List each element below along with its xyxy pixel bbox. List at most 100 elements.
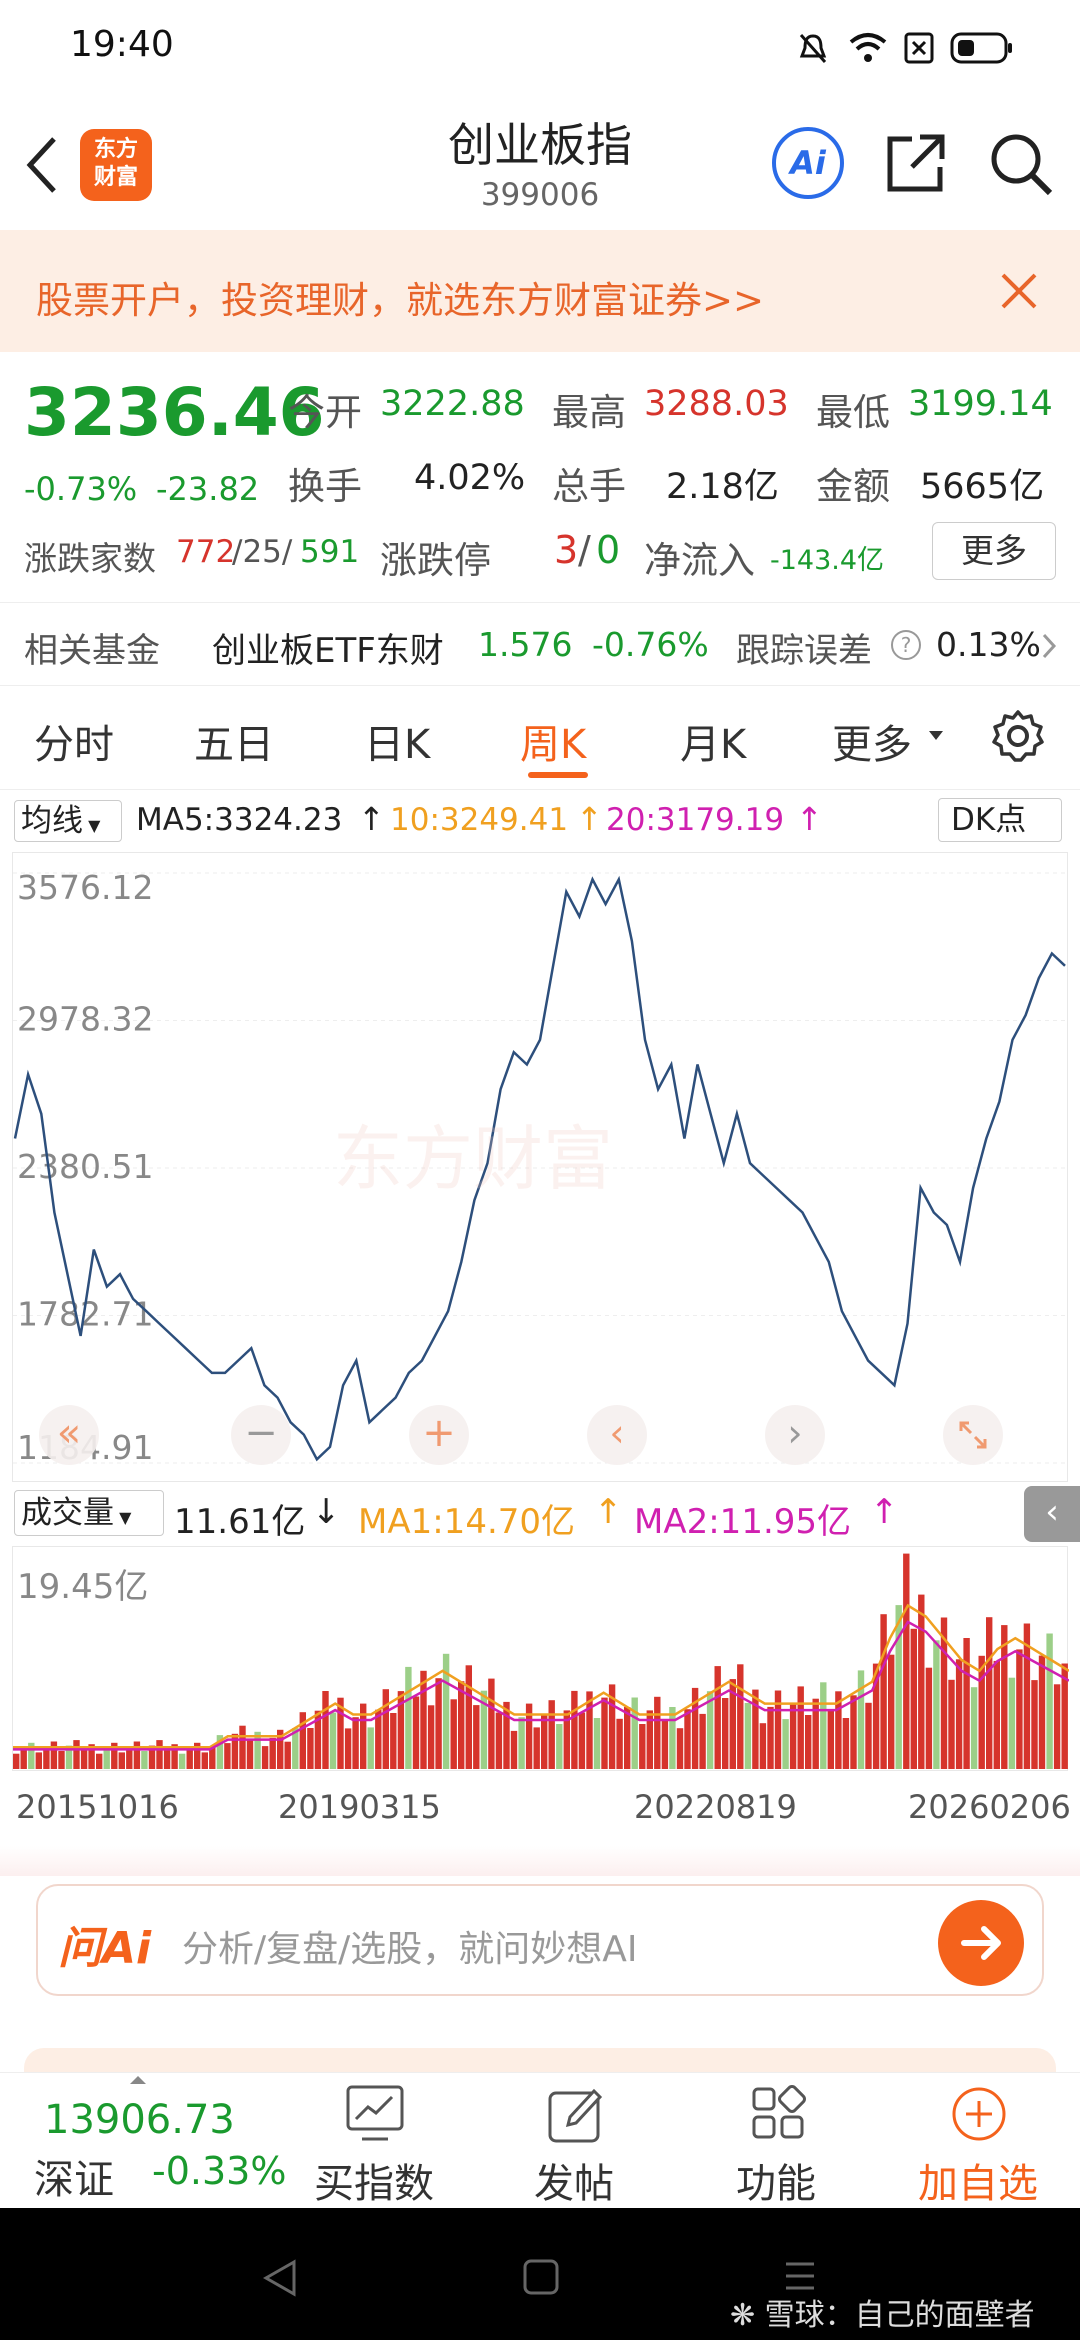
sz-index-value: 13906.73 xyxy=(44,2097,235,2143)
volume-bar xyxy=(910,1628,917,1769)
limit-label: 涨跌停 xyxy=(380,539,491,582)
index-ticker[interactable]: 13906.73 深证 -0.33% xyxy=(0,2073,300,2209)
related-fund-row[interactable]: 相关基金 创业板ETF东财 1.576 -0.76% 跟踪误差 ? 0.13% xyxy=(0,602,1080,686)
send-button[interactable] xyxy=(938,1900,1024,1986)
more-button[interactable]: 更多 xyxy=(932,522,1056,580)
turnover-label: 换手 xyxy=(288,465,362,508)
close-icon[interactable] xyxy=(1000,272,1038,310)
volume-bar xyxy=(903,1553,910,1769)
volume-bar xyxy=(73,1740,80,1769)
tab-more[interactable]: 更多 xyxy=(832,722,912,768)
volume-bar xyxy=(405,1666,412,1769)
search-icon[interactable] xyxy=(988,131,1054,197)
ma20-value: 20:3179.19 xyxy=(606,802,785,838)
volume-bar xyxy=(163,1749,171,1769)
fullscreen-button[interactable] xyxy=(943,1405,1003,1465)
volume-bar xyxy=(118,1752,125,1769)
volume-bar xyxy=(209,1746,216,1769)
tab-intraday[interactable]: 分时 xyxy=(34,722,114,768)
volume-bar xyxy=(133,1741,141,1769)
ma-selector[interactable]: 均线 ▼ xyxy=(14,800,122,842)
volume-bar xyxy=(918,1594,925,1769)
volume-chart[interactable]: 19.45亿 xyxy=(12,1546,1069,1771)
scroll-right-button[interactable]: › xyxy=(765,1405,825,1465)
ai-button[interactable]: Ai xyxy=(772,127,844,199)
volume-bar xyxy=(480,1690,488,1769)
tab-monthly-k[interactable]: 月K xyxy=(680,722,747,768)
volume-selector[interactable]: 成交量 ▼ xyxy=(14,1490,164,1536)
volume-chart-svg xyxy=(13,1553,1069,1769)
volume-bar xyxy=(691,1687,699,1769)
volume-bar xyxy=(616,1718,623,1769)
high-label: 最高 xyxy=(552,391,626,434)
zoom-in-button[interactable]: + xyxy=(409,1405,469,1465)
sz-index-change: -0.33% xyxy=(152,2149,287,2193)
tab-five-day[interactable]: 五日 xyxy=(194,722,274,768)
turnover-value: 4.02% xyxy=(414,458,526,498)
volume-bar xyxy=(865,1702,872,1769)
x-tick-label: 20260206 xyxy=(908,1788,1071,1826)
ma-legend-bar: 均线 ▼ MA5:3324.23 ↑ 10:3249.41 ↑ 20:3179.… xyxy=(0,792,1080,848)
grid-icon xyxy=(752,2085,806,2139)
arrow-right-icon xyxy=(961,1926,1001,1960)
nav-label: 买指数 xyxy=(314,2161,434,2207)
volume-bar xyxy=(307,1728,314,1769)
back-triangle-icon[interactable] xyxy=(262,2258,298,2298)
promo-banner[interactable]: 股票开户，投资理财，就选东方财富证券>> xyxy=(0,230,1080,352)
volume-bar xyxy=(571,1690,578,1769)
nav-post[interactable]: 发帖 xyxy=(500,2073,650,2209)
home-square-icon[interactable] xyxy=(522,2258,560,2296)
scroll-left-fast-button[interactable]: « xyxy=(39,1405,99,1465)
nav-buy-index[interactable]: 买指数 xyxy=(300,2073,450,2209)
ma10-arrow: ↑ xyxy=(576,800,603,838)
tab-daily-k[interactable]: 日K xyxy=(364,722,431,768)
nav-functions[interactable]: 功能 xyxy=(700,2073,850,2209)
mute-icon xyxy=(799,34,827,63)
ma5-value: MA5:3324.23 xyxy=(136,802,343,838)
back-icon[interactable] xyxy=(22,135,62,195)
volume-bar xyxy=(141,1751,148,1769)
limit-sep: / xyxy=(578,528,591,572)
edit-icon xyxy=(548,2088,603,2143)
scroll-left-button[interactable]: ‹ xyxy=(587,1405,647,1465)
volume-bar xyxy=(299,1712,306,1769)
volume-bar xyxy=(111,1742,118,1769)
zoom-out-button[interactable]: − xyxy=(231,1405,291,1465)
volume-bar xyxy=(171,1744,178,1769)
index-code: 399006 xyxy=(480,177,600,213)
sz-index-name: 深证 xyxy=(34,2157,114,2203)
help-icon[interactable]: ? xyxy=(890,629,922,661)
volume-bar xyxy=(503,1701,510,1769)
volume-bar xyxy=(669,1707,676,1769)
x-tick-label: 20220819 xyxy=(634,1788,797,1826)
tracking-value: 0.13% xyxy=(936,625,1041,664)
volume-bar xyxy=(465,1665,472,1769)
volume-bar xyxy=(43,1746,50,1769)
volume-bar xyxy=(360,1703,367,1769)
tab-weekly-k[interactable]: 周K xyxy=(520,722,587,768)
divider-band xyxy=(0,1846,1080,1876)
fund-name: 创业板ETF东财 xyxy=(212,631,444,671)
share-icon[interactable] xyxy=(884,131,948,195)
breadth-label: 涨跌家数 xyxy=(24,539,156,578)
volume-bar xyxy=(442,1653,450,1769)
volume-bar xyxy=(578,1712,586,1769)
volume-bar xyxy=(126,1746,133,1769)
volume-bar xyxy=(20,1748,27,1769)
dk-button[interactable]: DK点 xyxy=(938,798,1062,842)
volume-bar xyxy=(593,1718,601,1769)
volume-bar xyxy=(201,1752,208,1769)
ma20-arrow: ↑ xyxy=(796,800,823,838)
amount-label: 金额 xyxy=(816,465,890,508)
chart-trend-icon xyxy=(346,2085,404,2141)
volume-bar xyxy=(963,1638,970,1769)
volume-bar xyxy=(28,1742,35,1769)
collapse-tab[interactable]: ‹ xyxy=(1024,1486,1080,1542)
ma10-value: 10:3249.41 xyxy=(390,802,569,838)
gear-icon[interactable] xyxy=(990,708,1046,764)
volume-bar xyxy=(178,1753,186,1769)
nav-add-watchlist[interactable]: 加自选 xyxy=(900,2073,1080,2209)
recents-icon[interactable] xyxy=(782,2258,818,2294)
ask-ai-box[interactable]: 问Ai 分析/复盘/选股，就问妙想AI xyxy=(36,1884,1044,1996)
